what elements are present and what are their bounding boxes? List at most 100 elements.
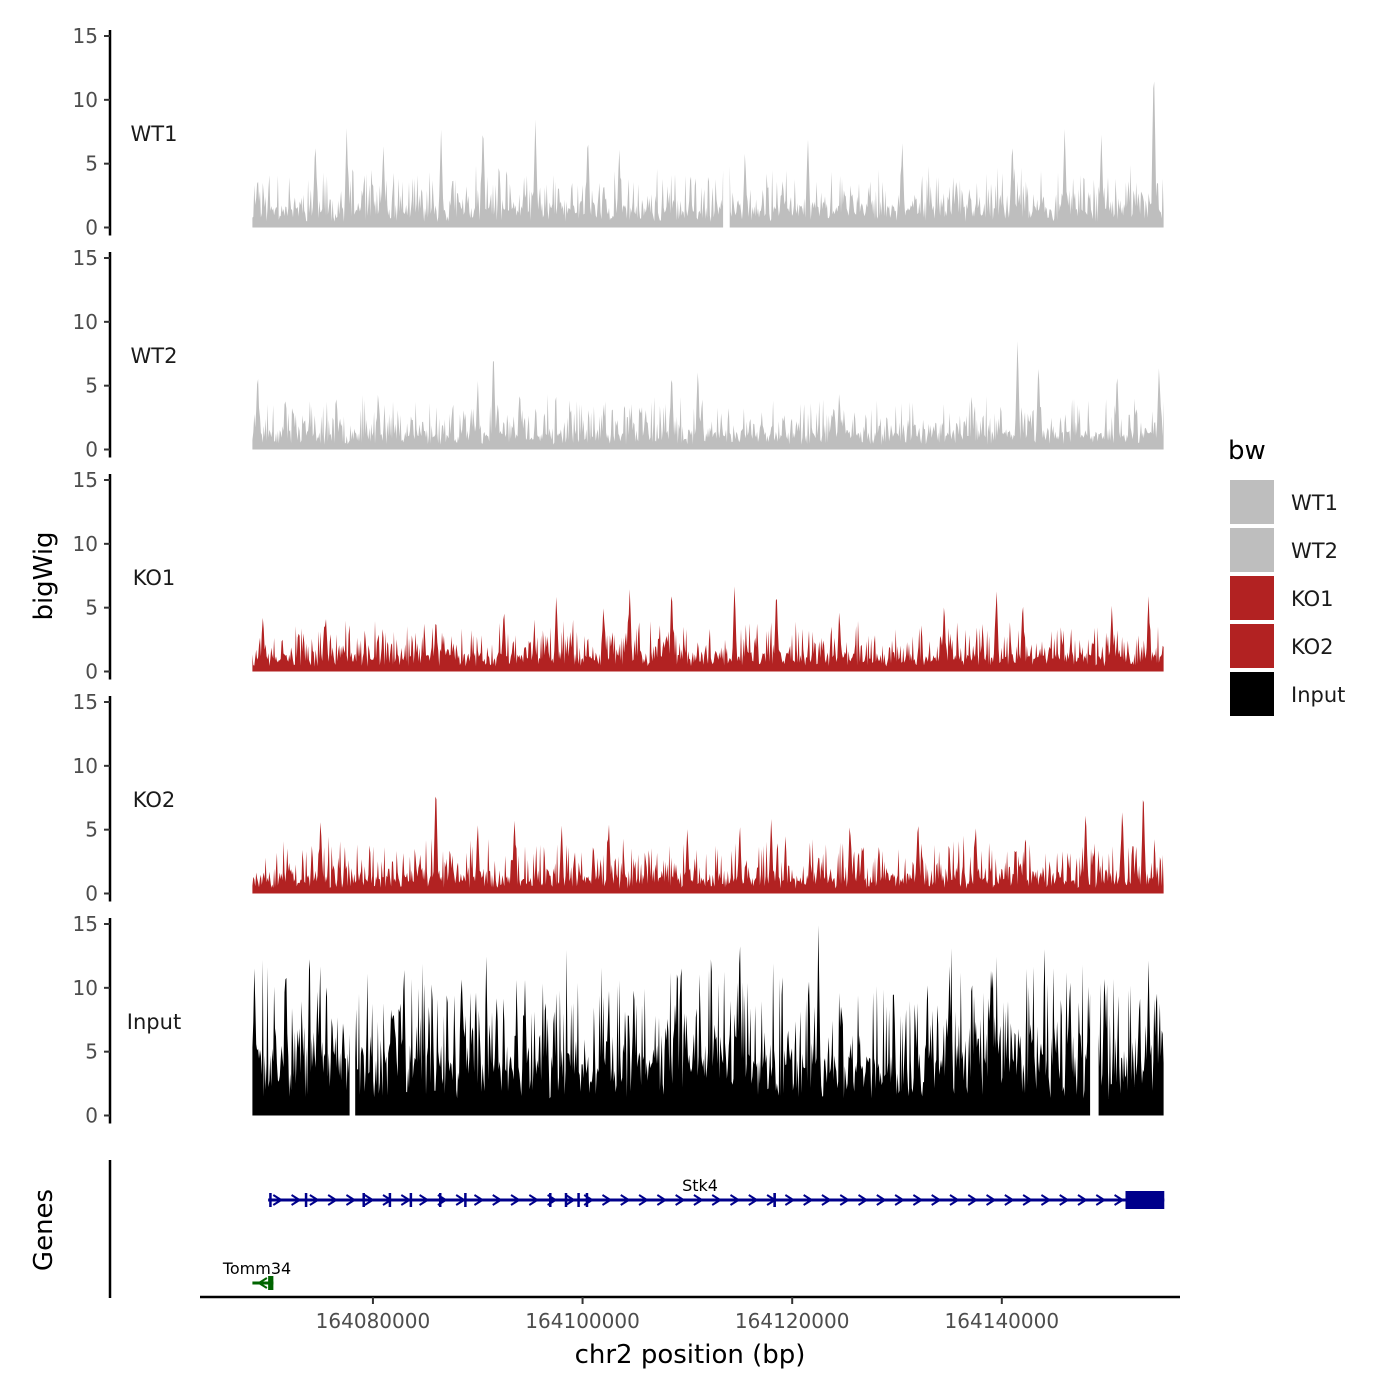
gene-strand-arrow: [1059, 1194, 1070, 1206]
y-tick-label: 5: [85, 152, 98, 176]
gene-exon: [268, 1276, 274, 1290]
gene-strand-arrow: [986, 1194, 997, 1206]
gene-strand-arrow: [620, 1194, 631, 1206]
gene-exon: [577, 1193, 580, 1207]
legend: bw WT1 WT2 KO1 KO2 Input: [1228, 436, 1345, 716]
x-axis-title: chr2 position (bp): [575, 1340, 806, 1370]
gene-strand-arrow: [931, 1194, 942, 1206]
gene-strand-arrow: [912, 1194, 924, 1206]
gene-strand-arrow: [748, 1194, 759, 1206]
gene-strand-arrow: [400, 1194, 412, 1206]
gene-label-stk4: Stk4: [682, 1176, 718, 1195]
y-tick-label: 0: [85, 882, 98, 906]
gene-label-tomm34: Tomm34: [222, 1259, 291, 1278]
gene-strand-arrow: [784, 1194, 796, 1206]
legend-key-ko2: [1230, 624, 1274, 668]
gene-strand-arrow: [894, 1194, 905, 1206]
gene-exon: [304, 1193, 308, 1207]
gene-strand-arrow: [803, 1194, 814, 1206]
legend-key-ko1: [1230, 576, 1274, 620]
y-tick-label: 15: [73, 912, 98, 936]
gene-strand-arrow: [345, 1194, 357, 1206]
gene-strand-arrow: [272, 1194, 284, 1206]
gene-exon: [409, 1193, 413, 1207]
gene-exon: [1125, 1191, 1165, 1209]
gene-exon: [362, 1193, 365, 1207]
gene-strand-arrow: [1095, 1194, 1107, 1206]
y-tick-label: 10: [73, 976, 98, 1000]
legend-label-ko2: KO2: [1291, 635, 1334, 659]
y-axis-title: bigWig: [29, 531, 59, 620]
ko2-signal-area: [252, 796, 1164, 894]
x-tick-label: 164100000: [525, 1309, 640, 1333]
track-wt2: 0 5 10 15 WT2: [73, 246, 1164, 462]
y-tick-label: 0: [85, 216, 98, 240]
legend-key-wt1: [1230, 480, 1274, 524]
gene-strand-arrow: [638, 1194, 649, 1206]
gene-strand-arrow: [492, 1194, 503, 1206]
gene-strand-arrow: [693, 1194, 704, 1206]
y-tick-label: 5: [85, 596, 98, 620]
y-tick-label: 0: [85, 660, 98, 684]
track-label-ko2: KO2: [133, 788, 176, 812]
gene-strand-arrow: [675, 1194, 686, 1206]
wt1-signal-area: [252, 81, 1164, 228]
gene-strand-arrow: [1022, 1194, 1033, 1206]
y-tick-label: 0: [85, 1104, 98, 1128]
input-signal-area: [252, 925, 1164, 1116]
gene-exon: [438, 1193, 442, 1207]
y-tick-label: 10: [73, 88, 98, 112]
y-tick-label: 5: [85, 374, 98, 398]
gene-strand-arrow: [257, 1277, 268, 1289]
gene-strand-arrow: [949, 1194, 960, 1206]
legend-label-input: Input: [1291, 683, 1345, 707]
ko1-signal-area: [252, 586, 1164, 672]
track-label-wt1: WT1: [131, 122, 178, 146]
gene-strand-arrow: [473, 1194, 485, 1206]
y-tick-label: 10: [73, 310, 98, 334]
x-axis: 164080000 164100000 164120000 164140000: [200, 1295, 1180, 1333]
gene-strand-arrow: [1040, 1194, 1052, 1206]
gene-strand-arrow: [876, 1194, 887, 1206]
gene-exon: [549, 1193, 552, 1207]
gene-stk4: Stk4: [268, 1176, 1165, 1209]
gene-strand-arrow: [364, 1194, 375, 1206]
gene-strand-arrow: [1077, 1194, 1088, 1206]
track-wt1: 0 5 10 15 WT1: [73, 24, 1164, 240]
gene-strand-arrow: [309, 1194, 320, 1206]
track-ko1: 0 5 10 15 KO1: [73, 468, 1164, 684]
gene-strand-arrow: [601, 1194, 613, 1206]
legend-label-wt2: WT2: [1291, 539, 1338, 563]
gene-strand-arrow: [528, 1194, 540, 1206]
track-input: 0 5 10 15 Input: [73, 912, 1164, 1128]
y-tick-label: 15: [73, 690, 98, 714]
gene-strand-arrow: [711, 1194, 723, 1206]
gene-strand-arrow: [327, 1194, 339, 1206]
x-tick-label: 164080000: [316, 1309, 431, 1333]
y-tick-label: 15: [73, 246, 98, 270]
gene-strand-arrow: [565, 1194, 576, 1206]
wt2-signal-area: [252, 341, 1164, 450]
y-tick-label: 5: [85, 818, 98, 842]
gene-strand-arrow: [291, 1194, 302, 1206]
gene-strand-arrow: [857, 1194, 869, 1206]
y-tick-label: 0: [85, 438, 98, 462]
gene-strand-arrow: [821, 1194, 832, 1206]
gene-exon: [773, 1193, 776, 1207]
legend-title: bw: [1228, 436, 1266, 466]
gene-strand-arrow: [1004, 1194, 1015, 1206]
legend-key-wt2: [1230, 528, 1274, 572]
y-tick-label: 10: [73, 754, 98, 778]
gene-tomm34: Tomm34: [222, 1259, 291, 1290]
gene-strand-arrow: [419, 1194, 430, 1206]
gene-exon: [388, 1193, 392, 1207]
gene-strand-arrow: [839, 1194, 851, 1206]
gene-exon: [464, 1193, 467, 1207]
gene-strand-arrow: [967, 1194, 979, 1206]
gene-strand-arrow: [656, 1194, 668, 1206]
genes-panel: Genes Tomm34 Stk4: [29, 1160, 1165, 1298]
gene-exon: [564, 1193, 568, 1207]
x-tick-label: 164120000: [735, 1309, 850, 1333]
y-tick-label: 5: [85, 1040, 98, 1064]
gene-strand-arrow: [510, 1194, 521, 1206]
